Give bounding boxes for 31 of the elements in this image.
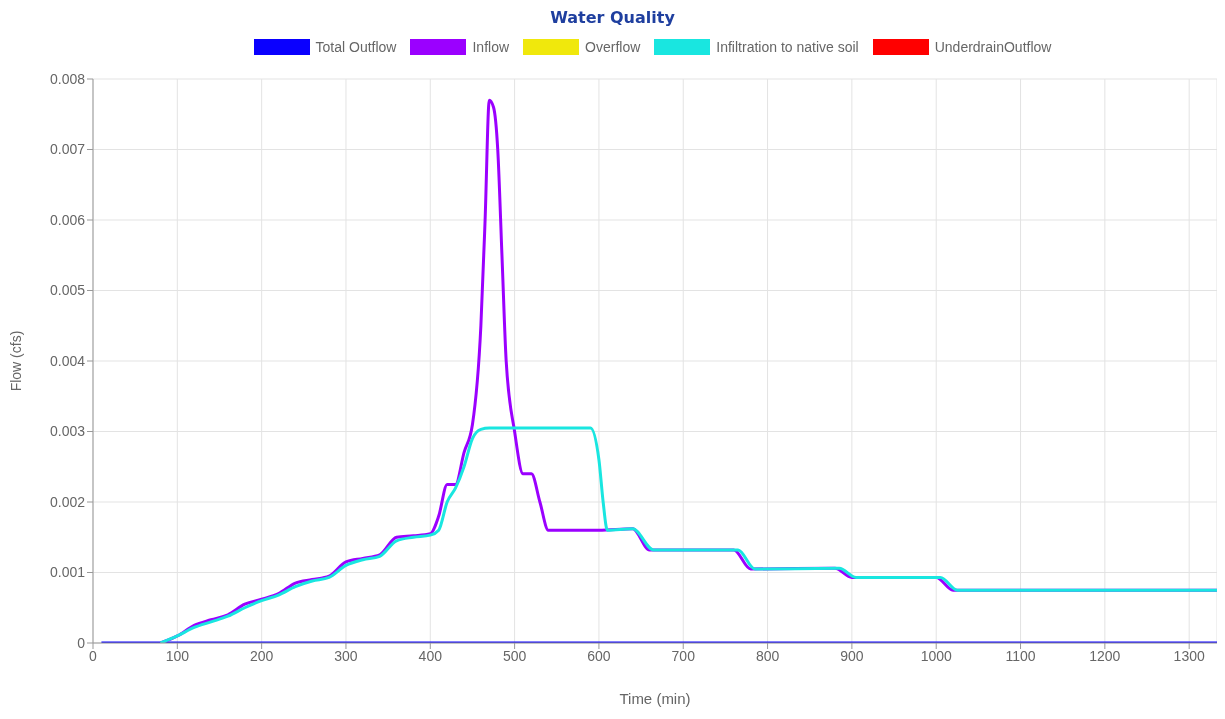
y-tick-label: 0 xyxy=(77,634,86,651)
legend-label: UnderdrainOutflow xyxy=(934,39,1052,55)
x-tick-label: 800 xyxy=(755,647,780,664)
y-tick-label: 0.007 xyxy=(49,141,86,158)
y-tick-label: 0.005 xyxy=(49,282,86,299)
y-tick-label: 0.002 xyxy=(49,493,86,510)
x-tick-label: 1200 xyxy=(1089,647,1121,664)
x-tick-label: 1000 xyxy=(920,647,952,664)
legend-label: Overflow xyxy=(585,39,641,55)
y-tick-label: 0.001 xyxy=(49,564,86,581)
x-tick-label: 400 xyxy=(418,647,443,664)
legend-label: Infiltration to native soil xyxy=(716,39,859,55)
x-tick-label: 200 xyxy=(249,647,274,664)
y-tick-label: 0.004 xyxy=(49,352,86,369)
legend-label: Total Outflow xyxy=(315,39,397,55)
y-tick-label: 0.006 xyxy=(49,211,86,228)
x-tick-label: 900 xyxy=(840,647,864,664)
y-axis-title: Flow (cfs) xyxy=(7,330,24,392)
x-axis-title: Time (min) xyxy=(619,689,691,707)
y-tick-label: 0.003 xyxy=(49,423,86,440)
x-tick-label: 500 xyxy=(502,647,527,664)
y-tick-label: 0.008 xyxy=(49,70,86,87)
chart-title: Water Quality xyxy=(549,8,676,29)
x-tick-label: 600 xyxy=(587,647,611,664)
x-tick-label: 100 xyxy=(165,647,190,664)
x-tick-label: 0 xyxy=(89,647,98,664)
x-tick-label: 1100 xyxy=(1005,647,1036,664)
x-tick-label: 300 xyxy=(334,647,358,664)
x-tick-label: 1300 xyxy=(1173,647,1205,664)
legend-label: Inflow xyxy=(472,39,510,55)
x-tick-label: 700 xyxy=(671,647,696,664)
